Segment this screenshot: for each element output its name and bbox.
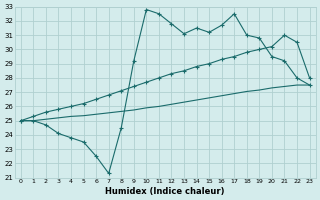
X-axis label: Humidex (Indice chaleur): Humidex (Indice chaleur) (106, 187, 225, 196)
